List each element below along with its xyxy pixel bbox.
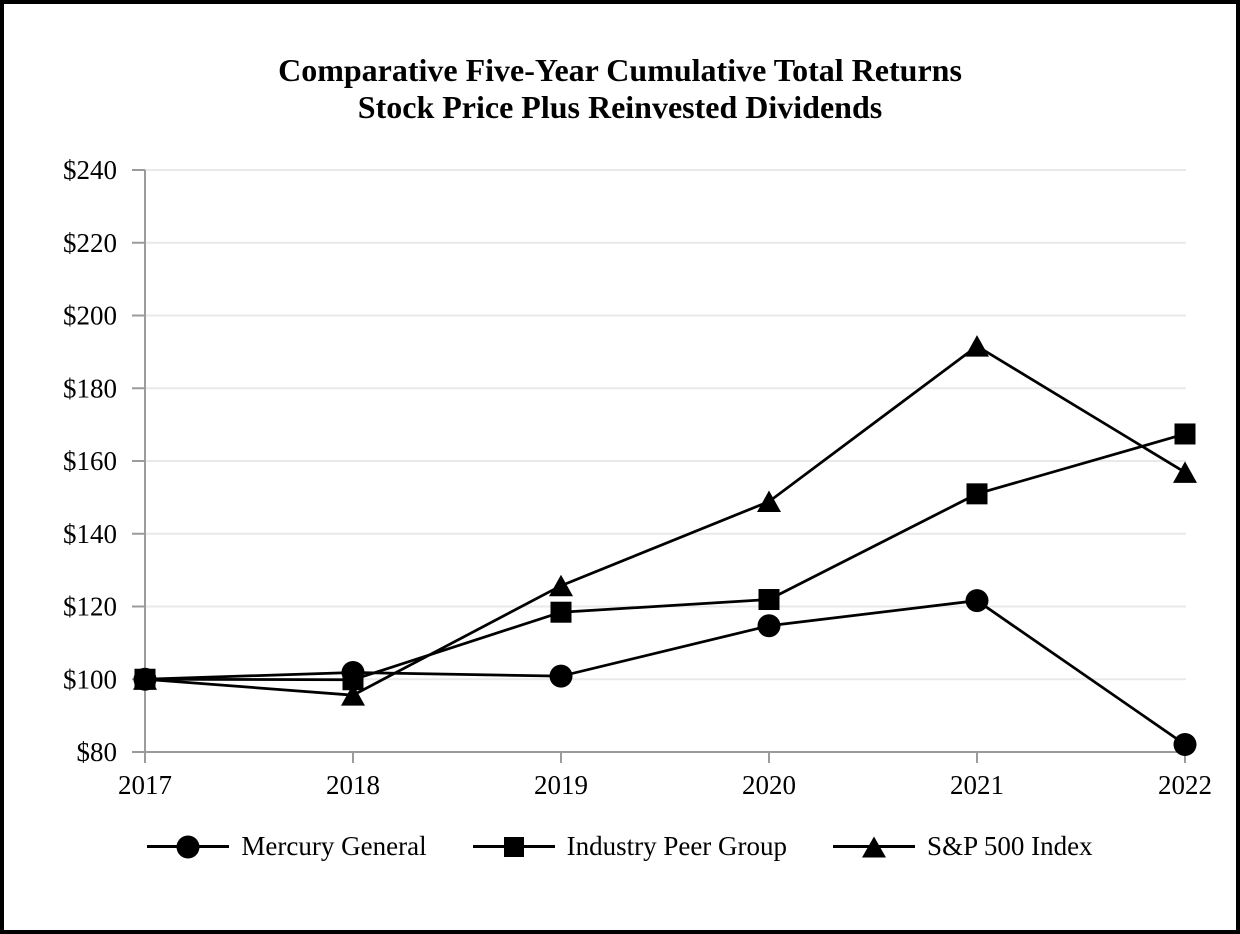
y-axis-tick-label: $180	[63, 373, 117, 403]
data-point-triangle-s-p-500-index	[757, 490, 781, 513]
y-axis-tick-label: $240	[63, 155, 117, 185]
x-axis-tick-label: 2021	[950, 770, 1004, 800]
legend-item-mercury-general: Mercury General	[147, 831, 427, 862]
line-chart-plot-area: $80 $100 $120 $140 $160 $180 $200 $220 $240 2017 2…	[63, 155, 1212, 800]
x-axis-tick-label: 2022	[1158, 770, 1212, 800]
data-point-square-industry-peer-group	[966, 483, 988, 505]
legend-label: Mercury General	[241, 831, 427, 861]
data-point-triangle-s-p-500-index	[133, 668, 157, 690]
data-point-circle-mercury-general	[1173, 732, 1197, 756]
legend-label: S&P 500 Index	[927, 831, 1093, 861]
square-marker-icon	[503, 836, 524, 857]
legend-item-industry-peer-group: Industry Peer Group	[472, 831, 788, 862]
chart-title-line1: Comparative Five-Year Cumulative Total R…	[278, 52, 962, 88]
triangle-marker-icon	[862, 836, 887, 857]
legend-line-sample	[147, 835, 230, 858]
x-axis-tick-label: 2018	[326, 770, 380, 800]
y-axis-tick-label: $200	[63, 301, 117, 331]
data-point-circle-mercury-general	[757, 614, 781, 638]
data-point-circle-mercury-general	[549, 664, 573, 688]
data-point-triangle-s-p-500-index	[965, 335, 989, 357]
chart-title-line2: Stock Price Plus Reinvested Dividends	[357, 89, 883, 125]
series-line-mercury-general	[144, 599, 1186, 746]
data-point-triangle-s-p-500-index	[341, 684, 365, 706]
x-axis-tick-label: 2019	[534, 770, 588, 800]
circle-marker-icon	[176, 835, 200, 858]
data-point-square-industry-peer-group	[1174, 423, 1196, 445]
y-axis-tick-label: $120	[63, 592, 117, 622]
chart-title: Comparative Five-Year Cumulative Total R…	[4, 52, 1236, 126]
legend-line-sample	[833, 836, 916, 857]
data-point-triangle-s-p-500-index	[1173, 461, 1197, 483]
legend-label: Industry Peer Group	[566, 831, 788, 861]
y-axis-tick-label: $80	[77, 737, 118, 767]
series-line-s-p-500-index	[144, 344, 1186, 697]
series-line-industry-peer-group	[144, 432, 1186, 682]
x-axis-tick-label: 2017	[118, 770, 172, 800]
y-axis-tick-label: $160	[63, 446, 117, 476]
y-axis-tick-label: $140	[63, 519, 117, 549]
x-axis-tick-label: 2020	[742, 770, 796, 800]
data-point-circle-mercury-general	[965, 589, 989, 613]
data-point-triangle-s-p-500-index	[549, 574, 573, 597]
y-axis-tick-label: $220	[63, 228, 117, 258]
data-point-circle-mercury-general	[341, 660, 365, 684]
data-point-square-industry-peer-group	[758, 589, 780, 611]
chart-legend: Mercury General Industry Peer Group S&P …	[4, 831, 1236, 862]
legend-line-sample	[472, 836, 555, 857]
data-point-square-industry-peer-group	[550, 601, 572, 623]
y-axis-tick-label: $100	[63, 664, 117, 694]
legend-item-sp-500-index: S&P 500 Index	[833, 831, 1093, 862]
